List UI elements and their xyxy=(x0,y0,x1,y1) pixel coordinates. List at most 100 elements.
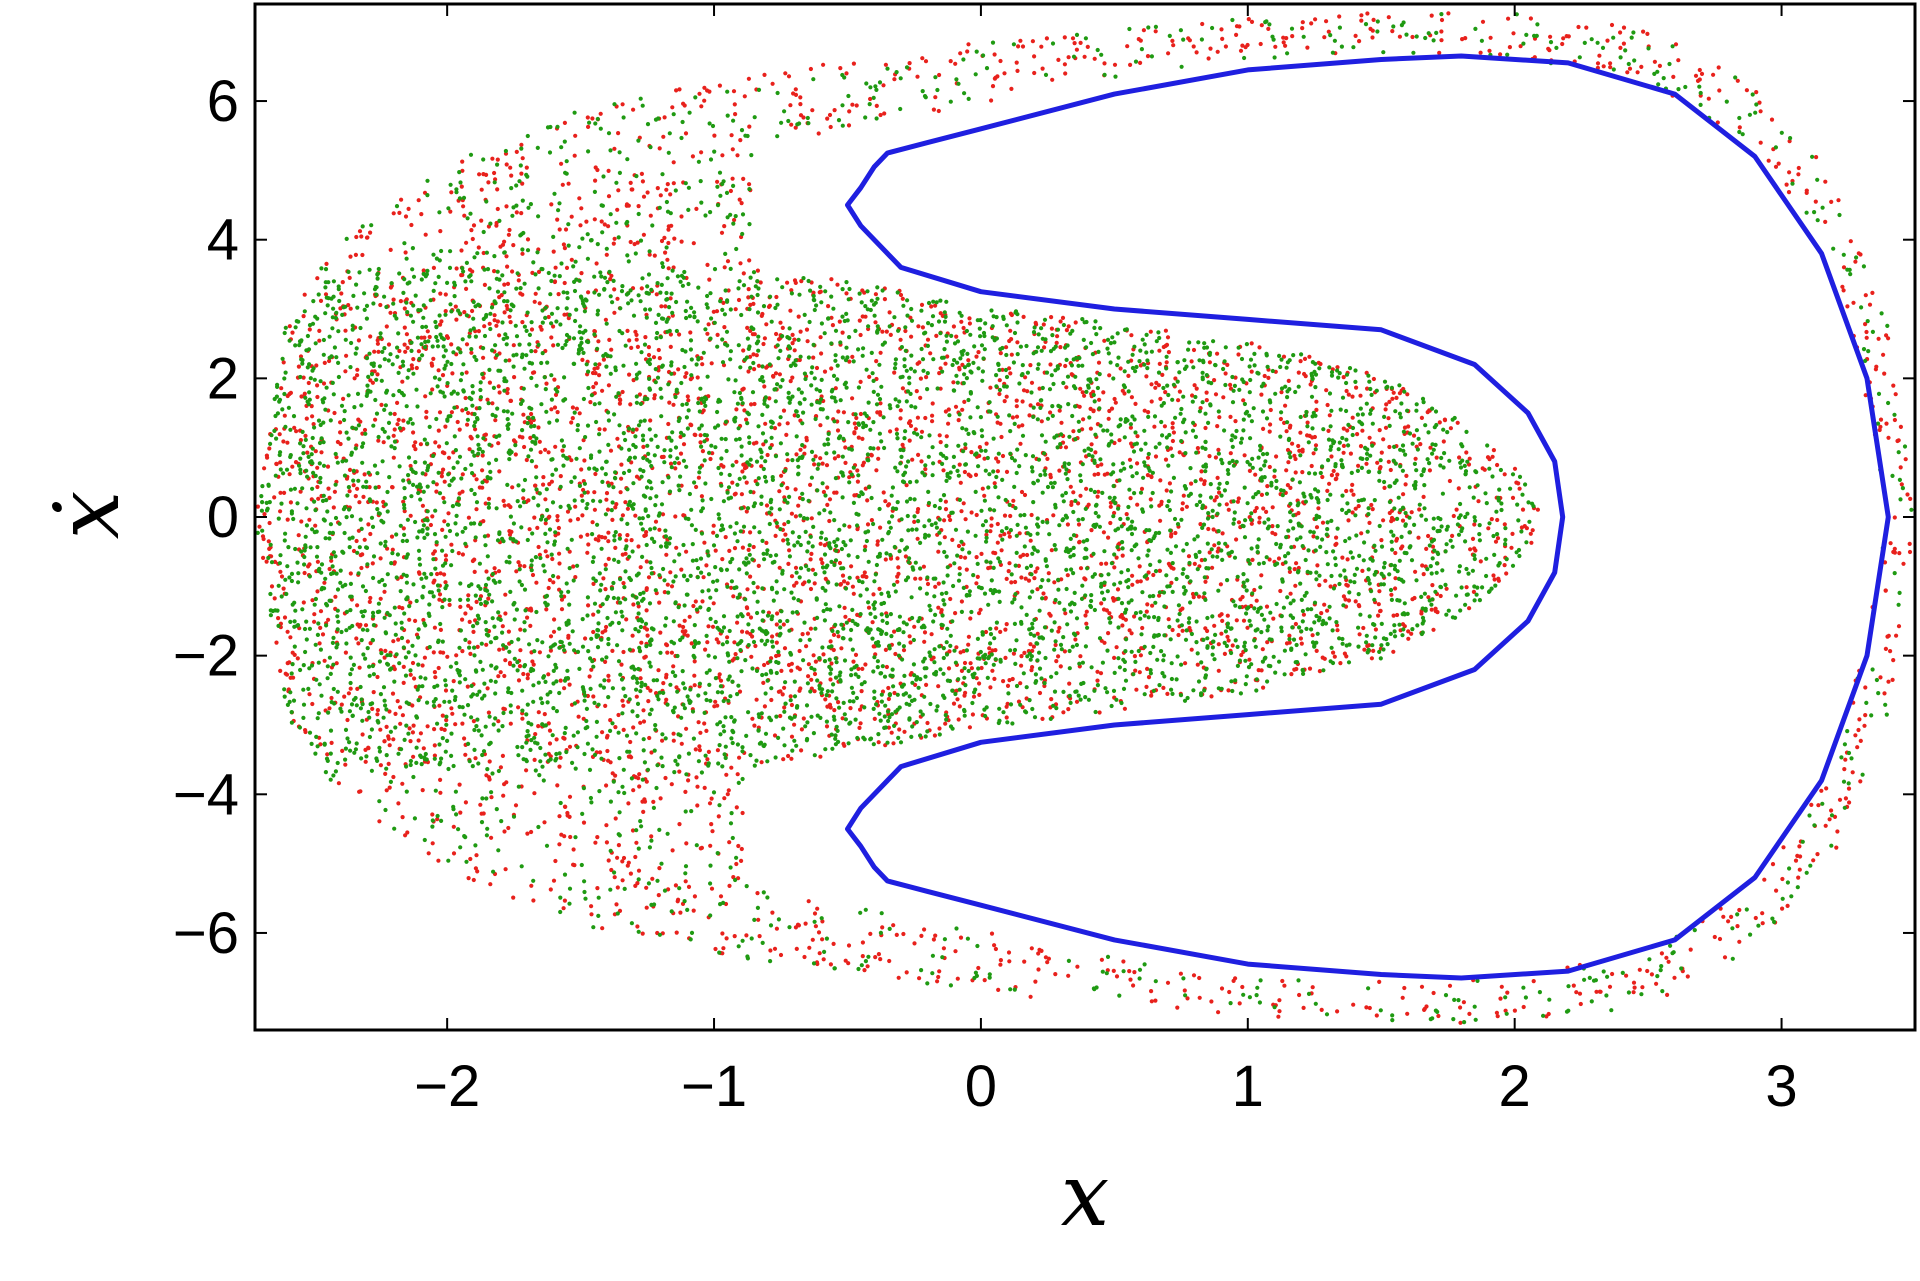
scatter-point-series-1 xyxy=(1862,723,1867,728)
scatter-point-series-1 xyxy=(907,61,912,66)
scatter-point-series-1 xyxy=(792,348,797,353)
scatter-point-series-1 xyxy=(1505,990,1510,995)
scatter-point-series-1 xyxy=(1528,16,1533,21)
scatter-point-series-1 xyxy=(1064,385,1069,390)
scatter-point-series-2 xyxy=(1259,612,1264,618)
scatter-point-series-1 xyxy=(747,258,752,263)
scatter-point-series-1 xyxy=(607,337,612,342)
scatter-point-series-1 xyxy=(1218,582,1223,587)
scatter-point-series-1 xyxy=(1907,549,1913,555)
scatter-point-series-1 xyxy=(375,341,380,346)
scatter-point-series-1 xyxy=(1071,490,1076,495)
scatter-point-series-1 xyxy=(279,574,285,579)
scatter-point-series-1 xyxy=(1386,459,1391,464)
scatter-point-series-1 xyxy=(1316,360,1321,365)
scatter-point-series-1 xyxy=(1228,382,1233,387)
scatter-point-series-1 xyxy=(921,564,927,569)
scatter-point-series-1 xyxy=(569,257,574,262)
scatter-point-series-1 xyxy=(1272,474,1277,479)
scatter-point-series-1 xyxy=(480,453,485,458)
scatter-point-series-1 xyxy=(752,723,757,728)
scatter-point-series-1 xyxy=(1095,463,1100,469)
scatter-point-series-2 xyxy=(1441,465,1446,470)
scatter-point-series-1 xyxy=(713,699,718,704)
scatter-point-series-1 xyxy=(776,337,782,342)
scatter-point-series-2 xyxy=(1144,332,1149,337)
scatter-point-series-1 xyxy=(739,846,744,852)
scatter-point-series-1 xyxy=(746,547,751,553)
scatter-point-series-1 xyxy=(357,500,362,505)
scatter-point-series-1 xyxy=(1030,648,1035,654)
scatter-point-series-1 xyxy=(731,89,737,94)
scatter-point-series-1 xyxy=(797,667,803,672)
scatter-point-series-2 xyxy=(1123,678,1129,683)
scatter-point-series-1 xyxy=(937,726,942,731)
scatter-point-series-1 xyxy=(968,661,973,666)
scatter-point-series-2 xyxy=(398,589,403,594)
scatter-point-series-1 xyxy=(992,481,997,486)
scatter-point-series-2 xyxy=(637,649,643,654)
scatter-point-series-1 xyxy=(946,407,951,412)
scatter-point-series-2 xyxy=(555,124,560,129)
scatter-point-series-1 xyxy=(505,281,511,286)
scatter-point-series-2 xyxy=(1121,686,1127,692)
scatter-point-series-1 xyxy=(396,637,401,642)
scatter-point-series-2 xyxy=(690,558,696,563)
scatter-point-series-1 xyxy=(347,467,353,472)
scatter-point-series-2 xyxy=(614,180,619,185)
scatter-point-series-1 xyxy=(1081,417,1086,422)
scatter-point-series-1 xyxy=(982,493,987,498)
scatter-point-series-1 xyxy=(933,95,938,100)
scatter-point-series-1 xyxy=(525,672,531,677)
scatter-point-series-2 xyxy=(676,605,681,610)
scatter-point-series-1 xyxy=(533,291,538,296)
scatter-point-series-1 xyxy=(1324,19,1329,24)
scatter-point-series-1 xyxy=(1843,796,1848,801)
scatter-point-series-2 xyxy=(647,376,652,381)
scatter-point-series-1 xyxy=(1084,486,1089,491)
scatter-point-series-1 xyxy=(1350,482,1355,487)
scatter-point-series-1 xyxy=(620,102,625,107)
scatter-point-series-1 xyxy=(790,375,795,380)
scatter-point-series-1 xyxy=(321,381,327,386)
scatter-point-series-2 xyxy=(388,411,393,416)
scatter-point-series-2 xyxy=(833,399,838,404)
scatter-point-series-1 xyxy=(705,262,710,267)
scatter-point-series-1 xyxy=(264,559,269,564)
scatter-point-series-1 xyxy=(1048,362,1053,367)
scatter-point-series-1 xyxy=(1075,964,1080,969)
scatter-point-series-2 xyxy=(736,683,741,688)
scatter-point-series-1 xyxy=(1265,484,1270,489)
scatter-point-series-2 xyxy=(768,923,774,928)
scatter-point-series-1 xyxy=(812,581,817,586)
scatter-point-series-1 xyxy=(1276,556,1282,561)
scatter-point-series-2 xyxy=(610,686,616,691)
scatter-point-series-1 xyxy=(343,650,348,655)
scatter-point-series-2 xyxy=(1477,598,1482,603)
scatter-point-series-1 xyxy=(398,721,403,726)
scatter-point-series-1 xyxy=(612,310,617,315)
scatter-point-series-1 xyxy=(774,653,779,659)
scatter-point-series-2 xyxy=(1422,506,1427,511)
scatter-point-series-1 xyxy=(437,592,443,597)
scatter-point-series-1 xyxy=(551,324,556,329)
scatter-point-series-1 xyxy=(586,542,591,547)
scatter-point-series-1 xyxy=(367,485,372,490)
scatter-point-series-2 xyxy=(408,758,413,764)
scatter-point-series-1 xyxy=(281,360,286,365)
scatter-point-series-1 xyxy=(764,322,769,327)
scatter-point-series-1 xyxy=(508,721,513,726)
scatter-point-series-1 xyxy=(1797,844,1802,849)
scatter-point-series-1 xyxy=(1845,304,1850,309)
scatter-point-series-1 xyxy=(840,716,845,721)
scatter-point-series-1 xyxy=(1319,1007,1324,1013)
scatter-point-series-1 xyxy=(1228,414,1233,419)
scatter-point-series-1 xyxy=(1240,984,1245,990)
scatter-point-series-1 xyxy=(1046,571,1051,576)
scatter-point-series-2 xyxy=(1195,534,1200,539)
scatter-point-series-2 xyxy=(535,250,540,255)
scatter-point-series-1 xyxy=(1246,17,1251,22)
scatter-point-series-1 xyxy=(553,392,559,397)
scatter-point-series-1 xyxy=(357,789,362,794)
scatter-point-series-1 xyxy=(411,754,416,759)
